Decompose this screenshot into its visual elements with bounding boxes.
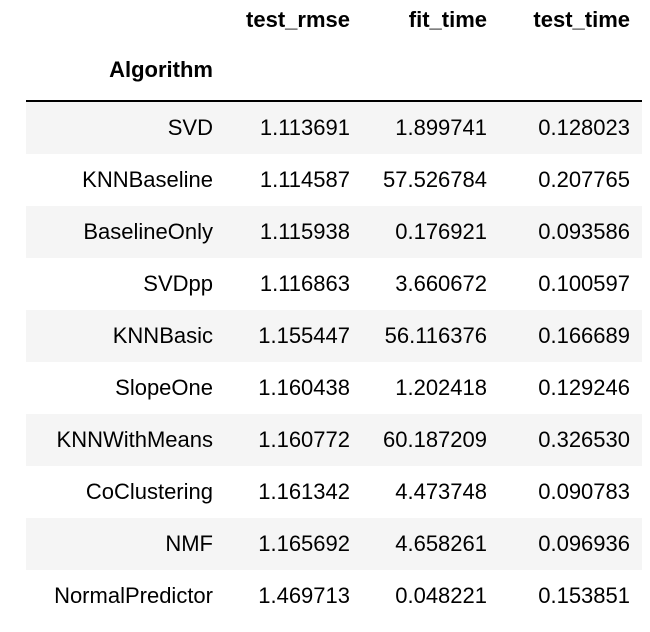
cell-test-time: 0.129246 — [538, 375, 630, 400]
cell-test-time: 0.100597 — [538, 271, 630, 296]
cell-fit-time: 0.176921 — [395, 219, 487, 244]
cell-test-rmse: 1.160772 — [258, 427, 350, 452]
table-row: KNNWithMeans 1.160772 60.187209 0.326530 — [26, 414, 642, 466]
row-index-algorithm: SVDpp — [143, 271, 213, 296]
table-header: test_rmse fit_time test_time Algorithm — [26, 0, 642, 102]
table-row: SVD 1.113691 1.899741 0.128023 — [26, 101, 642, 154]
cell-test-rmse: 1.113691 — [259, 115, 350, 140]
column-header-fit-time: fit_time — [408, 7, 487, 32]
row-index-algorithm: SlopeOne — [115, 375, 213, 400]
index-name-row-blank — [487, 40, 642, 102]
cell-fit-time: 56.116376 — [384, 323, 487, 348]
table-row: CoClustering 1.161342 4.473748 0.090783 — [26, 466, 642, 518]
cell-test-rmse: 1.160438 — [258, 375, 350, 400]
cell-test-time: 0.096936 — [538, 531, 630, 556]
cell-test-time: 0.090783 — [538, 479, 630, 504]
row-index-algorithm: CoClustering — [85, 479, 213, 504]
cell-fit-time: 57.526784 — [383, 167, 487, 192]
row-index-algorithm: KNNBasic — [112, 323, 213, 348]
table-row: KNNBaseline 1.114587 57.526784 0.207765 — [26, 154, 642, 206]
column-header-test-rmse: test_rmse — [246, 7, 350, 32]
index-name-row: Algorithm — [26, 40, 642, 102]
cell-test-time: 0.128023 — [538, 115, 630, 140]
cell-fit-time: 0.048221 — [395, 583, 487, 608]
cell-fit-time: 4.658261 — [395, 531, 487, 556]
table-body: SVD 1.113691 1.899741 0.128023 KNNBaseline 1.… — [26, 101, 642, 622]
table-row: SVDpp 1.116863 3.660672 0.100597 — [26, 258, 642, 310]
table-row: BaselineOnly 1.115938 0.176921 0.093586 — [26, 206, 642, 258]
table-row: NMF 1.165692 4.658261 0.096936 — [26, 518, 642, 570]
cell-test-time: 0.093586 — [538, 219, 630, 244]
cell-test-time: 0.326530 — [538, 427, 630, 452]
cell-fit-time: 4.473748 — [395, 479, 487, 504]
row-index-algorithm: KNNBaseline — [82, 167, 213, 192]
index-corner-cell — [26, 0, 213, 40]
row-index-algorithm: BaselineOnly — [83, 219, 213, 244]
cell-test-rmse: 1.116863 — [259, 271, 350, 296]
row-index-algorithm: NormalPredictor — [54, 583, 213, 608]
cell-test-time: 0.207765 — [538, 167, 630, 192]
cell-test-rmse: 1.165692 — [258, 531, 350, 556]
row-index-algorithm: KNNWithMeans — [56, 427, 213, 452]
cell-test-rmse: 1.115938 — [259, 219, 350, 244]
cell-test-time: 0.153851 — [538, 583, 630, 608]
cell-test-rmse: 1.155447 — [258, 323, 350, 348]
row-index-algorithm: NMF — [165, 531, 213, 556]
index-name-header: Algorithm — [26, 40, 213, 102]
cell-fit-time: 60.187209 — [383, 427, 487, 452]
cell-fit-time: 3.660672 — [395, 271, 487, 296]
cell-fit-time: 1.202418 — [395, 375, 487, 400]
index-name-row-blank — [350, 40, 487, 102]
column-header-test-time: test_time — [533, 7, 630, 32]
cell-test-time: 0.166689 — [538, 323, 630, 348]
column-header-row: test_rmse fit_time test_time — [26, 0, 642, 40]
table-row: KNNBasic 1.155447 56.116376 0.166689 — [26, 310, 642, 362]
cell-test-rmse: 1.114587 — [259, 167, 350, 192]
cell-test-rmse: 1.161342 — [258, 479, 350, 504]
table-row: SlopeOne 1.160438 1.202418 0.129246 — [26, 362, 642, 414]
index-name-row-blank — [213, 40, 350, 102]
row-index-algorithm: SVD — [167, 115, 213, 140]
cell-fit-time: 1.899741 — [395, 115, 487, 140]
table-row: NormalPredictor 1.469713 0.048221 0.153851 — [26, 570, 642, 622]
cell-test-rmse: 1.469713 — [258, 583, 350, 608]
results-table: test_rmse fit_time test_time Algorithm S… — [26, 0, 642, 622]
